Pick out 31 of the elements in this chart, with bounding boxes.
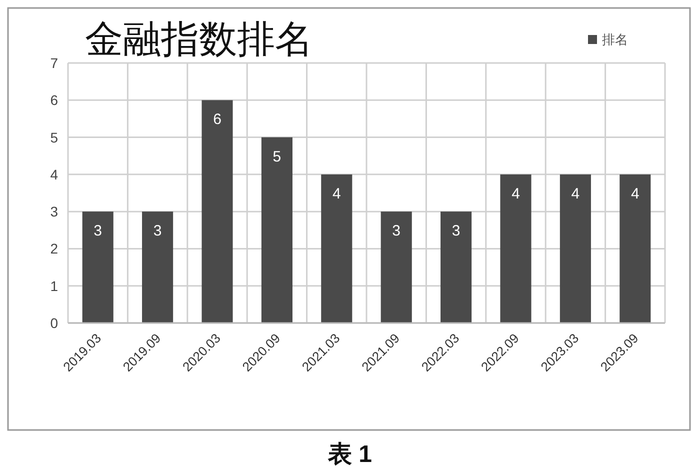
bar bbox=[440, 212, 472, 323]
bar bbox=[560, 174, 591, 323]
data-label: 3 bbox=[452, 222, 460, 240]
bar bbox=[500, 174, 532, 323]
y-tick-label: 1 bbox=[50, 278, 58, 294]
bar bbox=[261, 137, 292, 323]
y-tick-label: 0 bbox=[50, 315, 58, 331]
data-label: 4 bbox=[630, 185, 640, 202]
y-tick-label: 3 bbox=[50, 204, 58, 220]
data-label: 3 bbox=[153, 222, 162, 240]
bar bbox=[620, 174, 651, 323]
data-label: 3 bbox=[94, 222, 102, 240]
bar bbox=[380, 212, 412, 323]
bar bbox=[82, 212, 114, 323]
chart-title: 金融指数排名 bbox=[85, 19, 313, 61]
text: 表 1 bbox=[326, 441, 372, 468]
data-label: 6 bbox=[213, 111, 222, 128]
bar bbox=[202, 100, 233, 323]
data-label: 5 bbox=[272, 148, 282, 166]
bar bbox=[142, 212, 174, 323]
y-tick-label: 2 bbox=[50, 240, 58, 257]
legend-label: 排名 bbox=[602, 32, 628, 47]
data-label: 4 bbox=[512, 185, 520, 202]
y-tick-label: 4 bbox=[50, 166, 58, 182]
y-tick-label: 6 bbox=[50, 92, 58, 108]
y-tick-label: 5 bbox=[50, 129, 58, 146]
data-label: 4 bbox=[571, 185, 580, 202]
data-label: 3 bbox=[392, 222, 401, 240]
bar bbox=[321, 174, 352, 323]
data-label: 4 bbox=[332, 185, 341, 202]
y-tick-label: 7 bbox=[50, 55, 58, 71]
